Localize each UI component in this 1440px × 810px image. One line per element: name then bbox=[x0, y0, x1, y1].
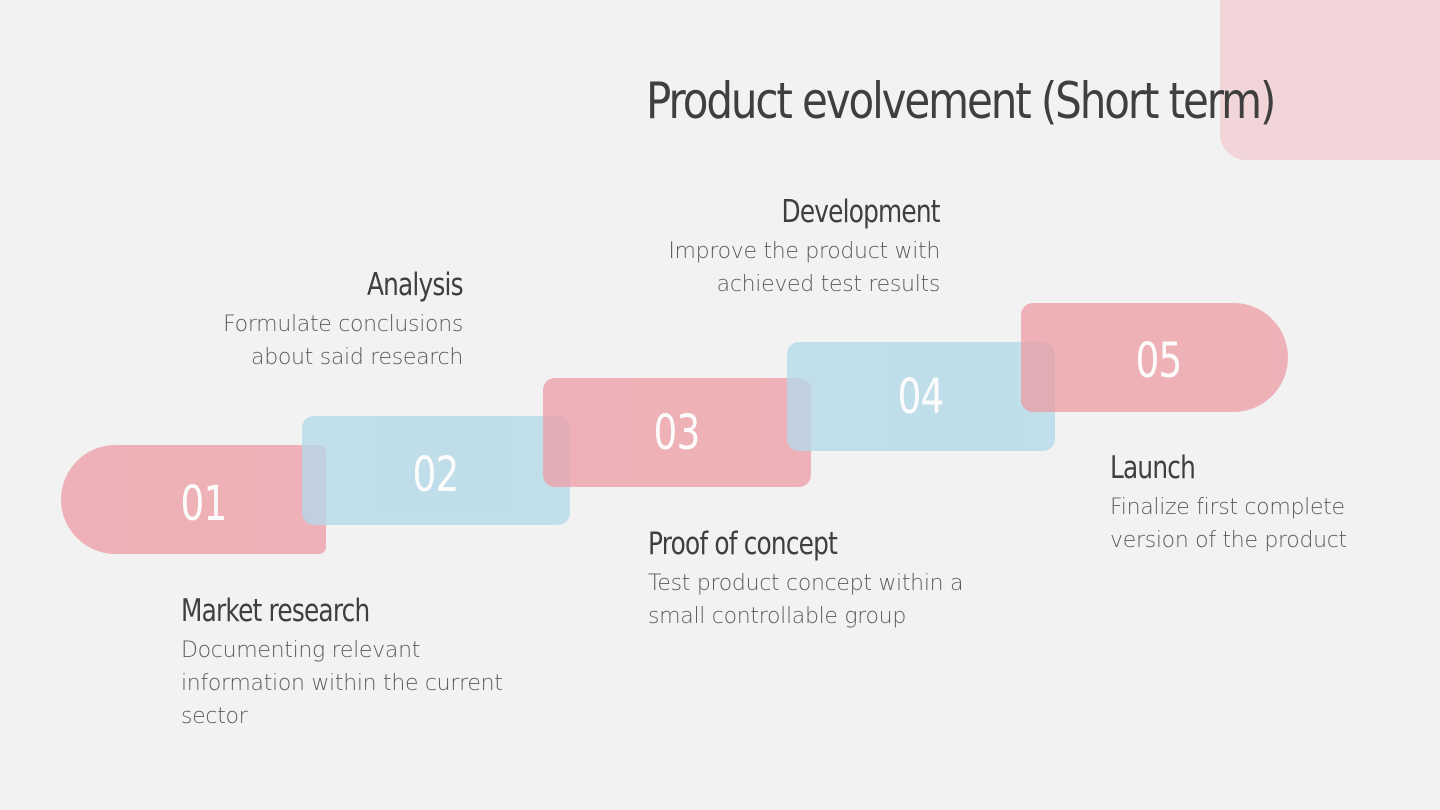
step-04-shape: 04 bbox=[787, 342, 1055, 451]
step-05-label: Launch Finalize first complete version o… bbox=[1110, 449, 1410, 557]
slide-title: Product evolvement (Short term) bbox=[646, 72, 1276, 130]
step-01-shape: 01 bbox=[61, 445, 326, 554]
step-03-shape: 03 bbox=[543, 378, 811, 487]
step-03-heading: Proof of concept bbox=[648, 526, 838, 562]
step-03-number: 03 bbox=[653, 404, 701, 461]
step-04-heading: Development bbox=[781, 194, 941, 230]
step-02-number: 02 bbox=[412, 446, 460, 503]
step-01-number: 01 bbox=[180, 475, 227, 532]
step-02-shape: 02 bbox=[302, 416, 570, 525]
step-02-heading: Analysis bbox=[367, 267, 464, 303]
step-03-label: Proof of concept Test product concept wi… bbox=[648, 525, 1048, 633]
step-01-description: Documenting relevant information within … bbox=[181, 638, 503, 729]
step-04-label: Development Improve the product with ach… bbox=[580, 193, 940, 301]
step-02-label: Analysis Formulate conclusions about sai… bbox=[120, 266, 464, 374]
step-04-number: 04 bbox=[897, 368, 945, 425]
corner-decoration bbox=[1220, 0, 1440, 160]
step-04-description: Improve the product with achieved test r… bbox=[668, 239, 940, 297]
step-01-heading: Market research bbox=[181, 593, 370, 629]
step-01-label: Market research Documenting relevant inf… bbox=[181, 592, 561, 733]
step-02-description: Formulate conclusions about said researc… bbox=[223, 312, 463, 370]
step-05-shape: 05 bbox=[1021, 303, 1288, 412]
step-05-number: 05 bbox=[1135, 332, 1182, 389]
step-05-heading: Launch bbox=[1110, 450, 1196, 486]
step-03-description: Test product concept within a small cont… bbox=[648, 571, 964, 629]
step-05-description: Finalize first complete version of the p… bbox=[1110, 495, 1347, 553]
